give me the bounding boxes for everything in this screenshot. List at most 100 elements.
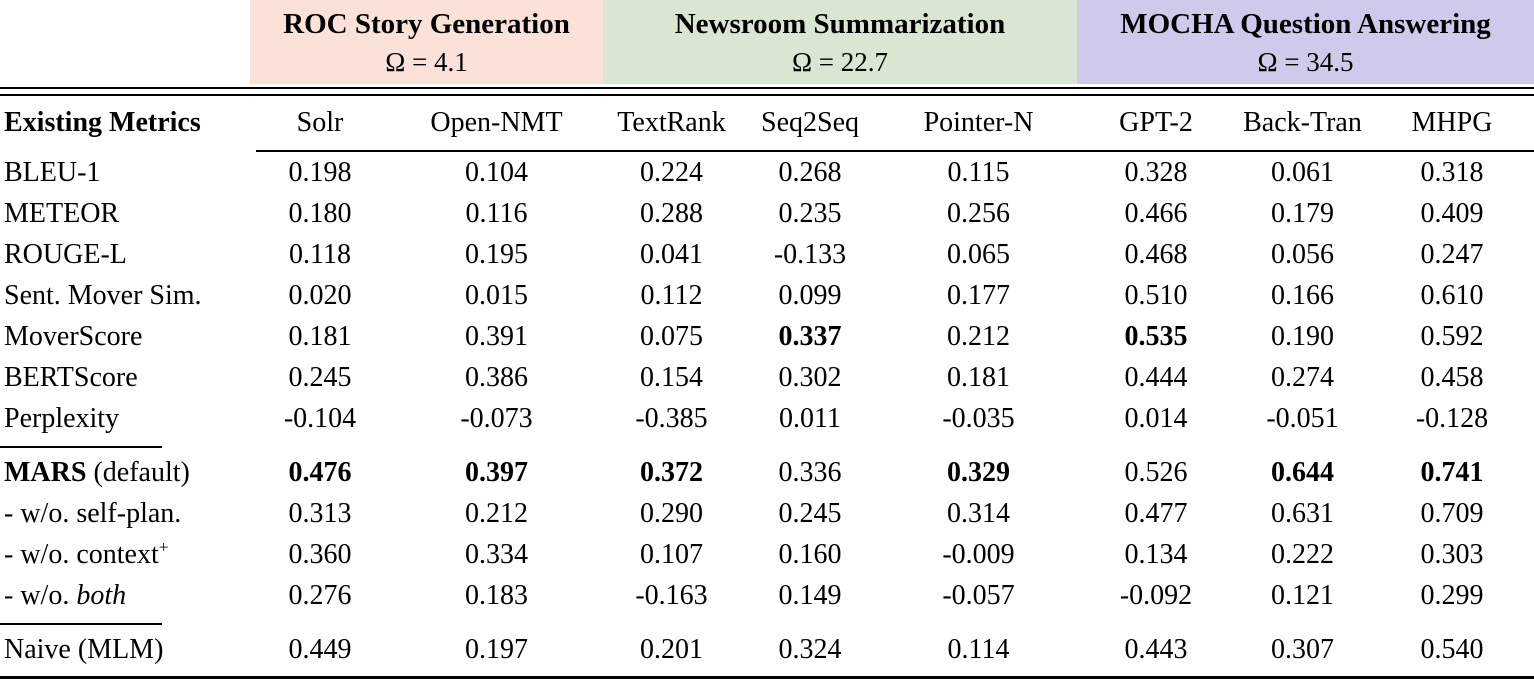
value-cell: 0.190	[1271, 320, 1334, 352]
value-cell: 0.302	[778, 361, 842, 393]
value-cell: 0.334	[465, 538, 528, 570]
value-cell: 0.303	[1420, 538, 1484, 570]
value-cell: 0.397	[465, 456, 528, 488]
value-cell: 0.041	[640, 238, 703, 270]
value-cell: 0.307	[1271, 633, 1334, 665]
value-cell: 0.104	[465, 156, 528, 188]
value-cell: 0.247	[1420, 238, 1484, 270]
value-cell: 0.476	[288, 456, 352, 488]
metric-label-part: BLEU-1	[4, 156, 101, 188]
value-cell: 0.535	[1124, 320, 1188, 352]
table-row: MARS (default) 0.476 0.397 0.372 0.336 0.329 0…	[0, 452, 1534, 493]
value-cell: 0.115	[947, 156, 1010, 188]
table-row: - w/o. self-plan. 0.313 0.212 0.290 0.245 0.3…	[0, 493, 1534, 534]
table-row: BLEU-1 0.198 0.104 0.224 0.268 0.115 0.328 0.06…	[0, 152, 1534, 193]
metric-label: METEOR	[0, 198, 250, 230]
metric-label: - w/o. context+	[0, 537, 250, 571]
top-double-rule	[0, 87, 1534, 96]
column-header-seq2seq: Seq2Seq	[761, 107, 859, 138]
value-cell: 0.386	[465, 361, 528, 393]
value-cell: 0.741	[1420, 456, 1484, 488]
metric-label-part: - w/o.	[4, 579, 77, 611]
value-cell: -0.035	[942, 402, 1015, 434]
value-cell: 0.015	[465, 279, 528, 311]
metric-label-part: - w/o. context	[4, 538, 159, 570]
value-cell: 0.245	[778, 497, 842, 529]
value-cell: -0.073	[460, 402, 533, 434]
group-title: ROC Story Generation	[283, 8, 570, 40]
value-cell: 0.526	[1124, 456, 1188, 488]
table-row: ROUGE-L 0.118 0.195 0.041 -0.133 0.065 0.468 0.…	[0, 234, 1534, 275]
value-cell: 0.121	[1271, 579, 1334, 611]
value-cell: 0.290	[640, 497, 703, 529]
value-cell: 0.107	[640, 538, 703, 570]
metric-label-part: MoverScore	[4, 320, 143, 352]
value-cell: 0.181	[947, 361, 1010, 393]
value-cell: 0.149	[778, 579, 842, 611]
value-cell: 0.337	[778, 320, 842, 352]
value-cell: 0.195	[465, 238, 528, 270]
metric-label-part: Naive (MLM)	[4, 633, 164, 665]
metric-label: - w/o. both	[0, 580, 250, 612]
value-cell: 0.014	[1124, 402, 1188, 434]
column-header-gpt-2: GPT-2	[1119, 107, 1193, 138]
value-cell: 0.709	[1420, 497, 1484, 529]
group-omega: Ω = 4.1	[385, 47, 468, 77]
metric-label-part: Perplexity	[4, 402, 120, 434]
value-cell: 0.198	[288, 156, 352, 188]
value-cell: -0.051	[1266, 402, 1339, 434]
value-cell: 0.180	[288, 197, 352, 229]
value-cell: 0.360	[288, 538, 352, 570]
value-cell: 0.065	[947, 238, 1010, 270]
value-cell: 0.449	[288, 633, 352, 665]
table-row: METEOR 0.180 0.116 0.288 0.235 0.256 0.466 0.17…	[0, 193, 1534, 234]
table-body: BLEU-1 0.198 0.104 0.224 0.268 0.115 0.328 0.06…	[0, 152, 1534, 670]
value-cell: 0.118	[289, 238, 351, 270]
value-cell: 0.116	[465, 197, 528, 229]
value-cell: 0.274	[1271, 361, 1334, 393]
metric-label: BERTScore	[0, 362, 250, 394]
metric-label: - w/o. self-plan.	[0, 498, 250, 530]
table-row: Perplexity -0.104 -0.073 -0.385 0.011 -0.035 0…	[0, 398, 1534, 439]
metric-label-part: - w/o. self-plan.	[4, 497, 182, 529]
value-cell: 0.201	[640, 633, 703, 665]
header-midrule-row	[0, 150, 1534, 152]
value-cell: 0.329	[947, 456, 1010, 488]
value-cell: 0.318	[1420, 156, 1484, 188]
value-cell: 0.183	[465, 579, 528, 611]
metric-label-part: +	[158, 537, 169, 557]
value-cell: 0.112	[640, 279, 703, 311]
value-cell: 0.336	[778, 456, 842, 488]
column-header-pointer-n: Pointer-N	[923, 107, 1034, 138]
metric-label-part: BERTScore	[4, 361, 138, 393]
group-omega: Ω = 22.7	[791, 47, 889, 77]
value-cell: 0.299	[1420, 579, 1484, 611]
column-header-mhpg: MHPG	[1411, 107, 1493, 138]
group-header-spacer	[0, 0, 250, 84]
value-cell: 0.114	[947, 633, 1010, 665]
group-header-newsroom-summarization: Newsroom Summarization Ω = 22.7	[603, 0, 1077, 84]
column-header-open-nmt: Open-NMT	[430, 107, 563, 138]
metric-label-part: (default)	[86, 456, 190, 488]
value-cell: 0.212	[465, 497, 528, 529]
value-cell: 0.466	[1124, 197, 1188, 229]
value-cell: 0.075	[640, 320, 703, 352]
value-cell: -0.092	[1119, 579, 1193, 611]
value-cell: -0.009	[942, 538, 1015, 570]
column-header-solr: Solr	[296, 107, 344, 138]
value-cell: 0.409	[1420, 197, 1484, 229]
value-cell: 0.235	[778, 197, 842, 229]
value-cell: 0.061	[1271, 156, 1334, 188]
section-separator-rule	[0, 616, 1534, 629]
metric-label: ROUGE-L	[0, 239, 250, 271]
metric-label-part: MARS	[4, 456, 87, 488]
value-cell: 0.391	[465, 320, 528, 352]
value-cell: 0.444	[1124, 361, 1188, 393]
separator-line	[0, 623, 162, 625]
value-cell: 0.134	[1124, 538, 1188, 570]
value-cell: 0.372	[640, 456, 703, 488]
table-row: BERTScore 0.245 0.386 0.154 0.302 0.181 0.444 0…	[0, 357, 1534, 398]
value-cell: 0.468	[1124, 238, 1188, 270]
value-cell: 0.313	[288, 497, 352, 529]
